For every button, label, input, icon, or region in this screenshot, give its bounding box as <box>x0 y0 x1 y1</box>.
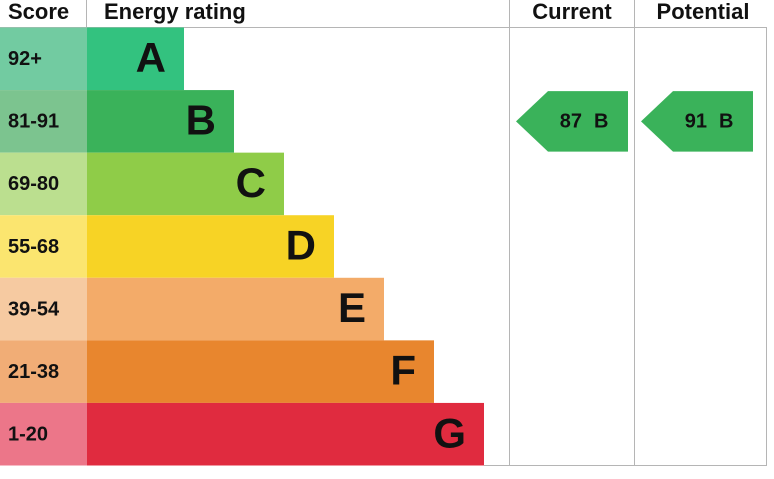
score-cell <box>0 340 87 403</box>
score-label: 55-68 <box>8 236 59 258</box>
score-cell <box>0 27 87 91</box>
score-cell <box>0 90 87 153</box>
rating-bar <box>87 27 184 91</box>
score-label: 92+ <box>8 48 42 70</box>
rating-letter: A <box>136 34 166 81</box>
rating-bar <box>87 215 334 278</box>
rating-letter: C <box>236 159 266 206</box>
rating-header: Energy rating <box>104 0 246 24</box>
potential-value: 91 <box>685 111 707 133</box>
rating-letter: E <box>338 284 366 331</box>
score-cell <box>0 215 87 278</box>
score-label: 1-20 <box>8 423 48 445</box>
current-arrow <box>516 91 628 152</box>
current-value: 87 <box>560 111 582 133</box>
rating-bar <box>87 277 384 341</box>
rating-letter: G <box>433 409 466 456</box>
potential-letter: B <box>719 111 733 133</box>
score-cell <box>0 277 87 341</box>
rating-letter: B <box>186 96 216 143</box>
score-header: Score <box>8 0 69 24</box>
score-label: 21-38 <box>8 361 59 383</box>
rating-letter: F <box>390 347 416 394</box>
rating-bar <box>87 402 484 466</box>
current-header: Current <box>532 0 612 24</box>
score-label: 69-80 <box>8 173 59 195</box>
rating-bar <box>87 340 434 403</box>
score-cell <box>0 402 87 466</box>
potential-header: Potential <box>657 0 750 24</box>
rating-letter: D <box>286 222 316 269</box>
potential-arrow <box>641 91 753 152</box>
score-label: 81-91 <box>8 111 59 133</box>
rating-bar <box>87 152 284 216</box>
score-label: 39-54 <box>8 298 60 320</box>
rating-bar <box>87 90 234 153</box>
score-cell <box>0 152 87 216</box>
current-letter: B <box>594 111 608 133</box>
